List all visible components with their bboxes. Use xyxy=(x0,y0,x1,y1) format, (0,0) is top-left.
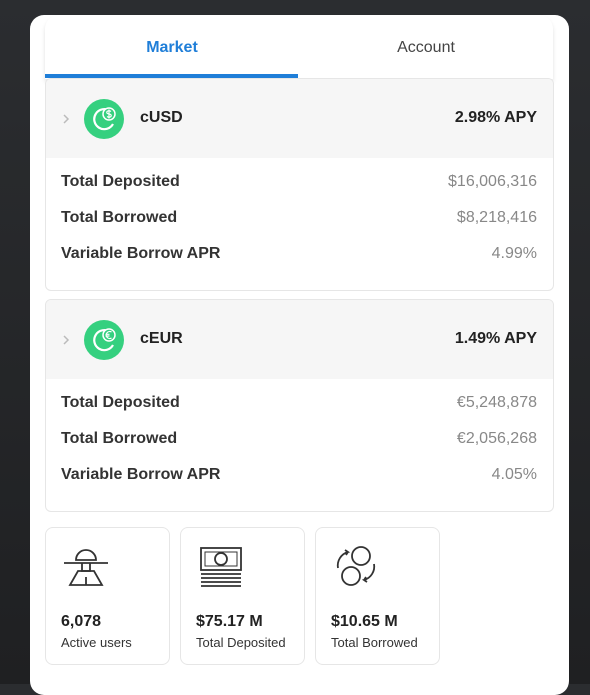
market-row: Total Borrowed $8,218,416 xyxy=(46,202,553,238)
row-label: Total Deposited xyxy=(61,394,180,411)
market-header[interactable]: cUSD 2.98% APY xyxy=(46,79,553,158)
row-label: Total Deposited xyxy=(61,173,180,190)
row-value: $8,218,416 xyxy=(456,209,537,226)
panel: Market Account cUSD 2.98% APY Total Depo… xyxy=(30,15,569,695)
row-label: Variable Borrow APR xyxy=(61,245,221,262)
market-symbol: cUSD xyxy=(140,109,183,126)
market-header[interactable]: cEUR 1.49% APY xyxy=(46,300,553,379)
row-value: 4.99% xyxy=(491,245,537,262)
stat-value: 6,078 xyxy=(61,613,102,630)
stat-card: 6,078 Active users xyxy=(45,527,170,665)
market-card: cUSD 2.98% APY Total Deposited $16,006,31… xyxy=(45,78,554,291)
tab[interactable]: Account xyxy=(397,39,455,56)
tab[interactable]: Market xyxy=(146,39,198,56)
market-row: Total Deposited $16,006,316 xyxy=(46,166,553,202)
market-icon xyxy=(63,320,124,360)
stat-card: $75.17 M Total Deposited xyxy=(180,527,305,665)
market-row: Variable Borrow APR 4.05% xyxy=(46,459,553,495)
stat-card: $10.65 M Total Borrowed xyxy=(315,527,440,665)
stat-value: $75.17 M xyxy=(196,613,263,630)
row-value: $16,006,316 xyxy=(448,173,537,190)
users-icon xyxy=(64,549,108,586)
money-icon xyxy=(200,547,242,587)
row-value: 4.05% xyxy=(491,466,537,483)
stat-label: Total Deposited xyxy=(196,635,286,650)
market-icon xyxy=(63,99,124,139)
stat-label: Active users xyxy=(61,635,132,650)
market-symbol: cEUR xyxy=(140,330,183,347)
tab-indicator xyxy=(45,74,298,78)
row-label: Variable Borrow APR xyxy=(61,466,221,483)
row-value: €5,248,878 xyxy=(456,394,537,411)
row-label: Total Borrowed xyxy=(61,430,178,447)
stat-value: $10.65 M xyxy=(331,613,398,630)
market-row: Variable Borrow APR 4.99% xyxy=(46,238,553,274)
tab-bar: Market Account xyxy=(45,15,553,79)
market-apy: 2.98% APY xyxy=(454,109,537,126)
exchange-icon xyxy=(336,546,376,586)
market-row: Total Deposited €5,248,878 xyxy=(46,387,553,423)
market-apy: 1.49% APY xyxy=(454,330,537,347)
market-row: Total Borrowed €2,056,268 xyxy=(46,423,553,459)
row-value: €2,056,268 xyxy=(456,430,537,447)
market-card: cEUR 1.49% APY Total Deposited €5,248,878… xyxy=(45,299,554,512)
stat-label: Total Borrowed xyxy=(331,635,418,650)
row-label: Total Borrowed xyxy=(61,209,178,226)
